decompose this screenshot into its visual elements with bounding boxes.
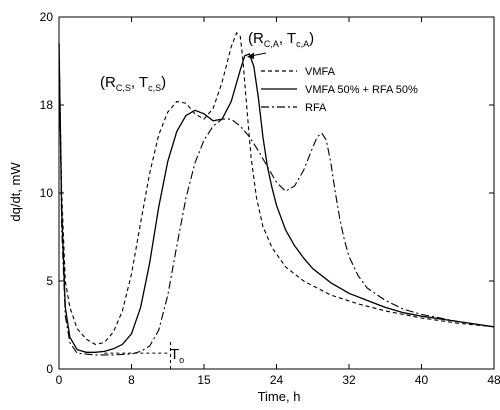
y-tick-label: 20 bbox=[40, 10, 54, 24]
annotation-peak-s: (RC,S, Tc,S) bbox=[100, 74, 166, 93]
y-axis: 0 5 10 18 20 bbox=[40, 10, 494, 376]
x-tick-label: 32 bbox=[342, 373, 356, 387]
x-tick-label: 15 bbox=[197, 373, 211, 387]
annotation-arrow-head bbox=[247, 52, 254, 59]
x-axis-title: Time, h bbox=[258, 389, 301, 404]
legend-label-3: RFA bbox=[305, 102, 327, 114]
legend-label-2: VMFA 50% + RFA 50% bbox=[305, 84, 418, 96]
plot-marks bbox=[58, 31, 495, 369]
y-tick-label: 0 bbox=[46, 362, 53, 376]
annotations: (RC,S, Tc,S) (RC,A, Tc,A) To bbox=[100, 30, 314, 365]
series-line-2 bbox=[58, 43, 495, 353]
x-tick-label: 8 bbox=[128, 373, 135, 387]
x-axis: 0 8 15 24 32 40 48 bbox=[56, 17, 500, 387]
x-tick-label: 24 bbox=[270, 373, 284, 387]
x-tick-label: 48 bbox=[487, 373, 500, 387]
series-line-1 bbox=[58, 31, 495, 345]
legend-label-1: VMFA bbox=[305, 66, 336, 78]
legend: VMFA VMFA 50% + RFA 50% RFA bbox=[261, 66, 418, 114]
x-tick-label: 0 bbox=[56, 373, 63, 387]
y-tick-label: 5 bbox=[46, 274, 53, 288]
y-axis-title: dq/dt, mW bbox=[8, 162, 23, 222]
annotation-peak-a: (RC,A, Tc,A) bbox=[248, 30, 314, 49]
x-tick-label: 40 bbox=[415, 373, 429, 387]
annotation-onset: To bbox=[170, 346, 184, 365]
y-tick-label: 18 bbox=[40, 98, 54, 112]
y-tick-label: 10 bbox=[40, 186, 54, 200]
